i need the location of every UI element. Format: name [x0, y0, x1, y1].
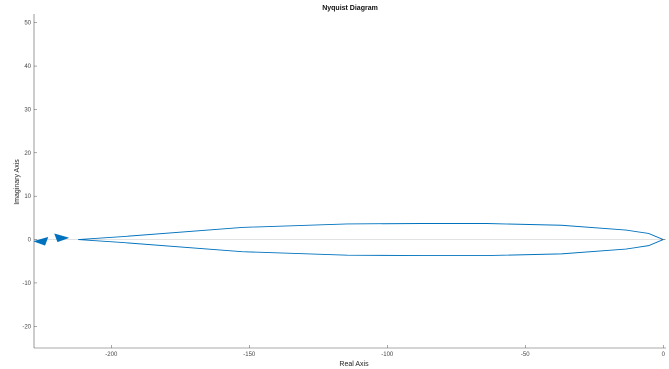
x-tick-label: 0 [662, 352, 666, 358]
x-tick-label: -200 [105, 352, 118, 358]
y-tick-label: 40 [24, 64, 31, 70]
y-tick-label: 10 [24, 194, 31, 200]
y-tick-label: 0 [28, 238, 32, 244]
y-tick-label: -20 [22, 324, 31, 330]
x-tick-label: -50 [521, 352, 530, 358]
y-tick-label: 20 [24, 151, 31, 157]
direction-arrow [33, 236, 49, 246]
nyquist-curve [78, 223, 664, 257]
x-axis-title: Real Axis [339, 361, 369, 368]
y-tick-label: 50 [24, 21, 31, 27]
y-tick-label: 30 [24, 107, 31, 113]
direction-arrow [54, 233, 70, 243]
chart-title: Nyquist Diagram [322, 5, 378, 12]
x-tick-label: -150 [243, 352, 256, 358]
y-tick-label: -10 [22, 281, 31, 287]
x-tick-label: -100 [381, 352, 394, 358]
y-axis-title: Imaginary Axis [14, 159, 21, 205]
